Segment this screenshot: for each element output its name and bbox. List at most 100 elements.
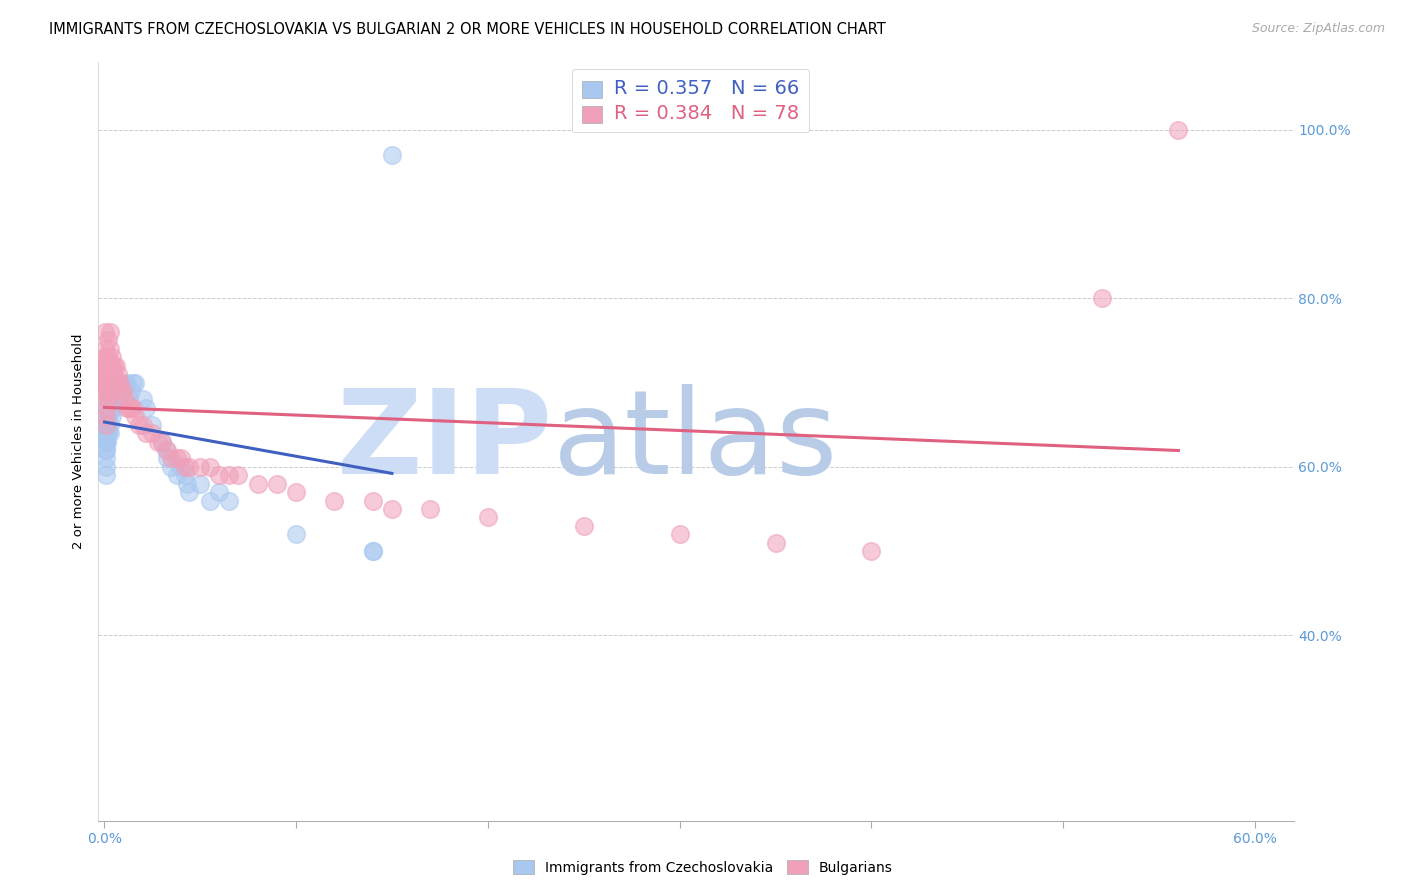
Point bbox=[122, 401, 145, 415]
Point bbox=[94, 426, 117, 441]
Point bbox=[97, 392, 120, 407]
Point bbox=[361, 493, 384, 508]
Point bbox=[170, 459, 193, 474]
Point bbox=[120, 384, 142, 398]
Point bbox=[96, 359, 118, 373]
Point bbox=[107, 367, 129, 381]
Point bbox=[94, 442, 117, 457]
Point bbox=[101, 367, 124, 381]
Point bbox=[228, 468, 250, 483]
Point bbox=[166, 468, 188, 483]
Point bbox=[94, 468, 117, 483]
Point bbox=[94, 376, 117, 390]
Y-axis label: 2 or more Vehicles in Household: 2 or more Vehicles in Household bbox=[72, 334, 86, 549]
Point bbox=[141, 426, 163, 441]
Point bbox=[668, 527, 690, 541]
Point bbox=[98, 325, 121, 339]
Point bbox=[98, 417, 121, 432]
Point bbox=[188, 476, 211, 491]
Point bbox=[104, 376, 127, 390]
Point bbox=[114, 376, 136, 390]
Point bbox=[323, 493, 346, 508]
Point bbox=[97, 384, 120, 398]
Point bbox=[97, 376, 120, 390]
Point bbox=[94, 417, 117, 432]
Point bbox=[94, 417, 117, 432]
Point bbox=[170, 451, 193, 466]
Point bbox=[98, 426, 121, 441]
Point bbox=[860, 544, 883, 558]
Point bbox=[93, 325, 115, 339]
Point bbox=[150, 434, 173, 449]
Point bbox=[94, 434, 117, 449]
Point bbox=[124, 409, 146, 424]
Point bbox=[208, 485, 231, 500]
Point bbox=[160, 451, 183, 466]
Point bbox=[177, 459, 200, 474]
Point bbox=[104, 376, 127, 390]
Point bbox=[285, 527, 308, 541]
Point bbox=[94, 426, 117, 441]
Point bbox=[96, 434, 118, 449]
Text: IMMIGRANTS FROM CZECHOSLOVAKIA VS BULGARIAN 2 OR MORE VEHICLES IN HOUSEHOLD CORR: IMMIGRANTS FROM CZECHOSLOVAKIA VS BULGAR… bbox=[49, 22, 886, 37]
Point bbox=[176, 476, 198, 491]
Point bbox=[118, 401, 141, 415]
Point bbox=[104, 384, 127, 398]
Point bbox=[115, 401, 138, 415]
Text: ZIP: ZIP bbox=[336, 384, 553, 499]
Point bbox=[218, 468, 240, 483]
Point bbox=[94, 459, 117, 474]
Point bbox=[150, 434, 173, 449]
Point bbox=[107, 392, 129, 407]
Point bbox=[96, 376, 118, 390]
Point bbox=[1167, 123, 1189, 137]
Point bbox=[166, 451, 188, 466]
Point bbox=[135, 401, 157, 415]
Point bbox=[131, 417, 153, 432]
Point bbox=[97, 426, 120, 441]
Point bbox=[381, 502, 404, 516]
Point bbox=[1091, 291, 1114, 305]
Point bbox=[198, 493, 221, 508]
Point bbox=[156, 442, 179, 457]
Point bbox=[94, 409, 117, 424]
Point bbox=[155, 442, 177, 457]
Point bbox=[94, 434, 117, 449]
Point bbox=[188, 459, 211, 474]
Point bbox=[173, 468, 195, 483]
Point bbox=[122, 376, 145, 390]
Point bbox=[101, 351, 124, 365]
Point bbox=[93, 401, 115, 415]
Point bbox=[285, 485, 308, 500]
Point bbox=[101, 392, 124, 407]
Point bbox=[97, 417, 120, 432]
Point bbox=[94, 376, 117, 390]
Point bbox=[94, 384, 117, 398]
Point bbox=[97, 376, 120, 390]
Point bbox=[94, 342, 117, 356]
Point bbox=[101, 359, 124, 373]
Point bbox=[107, 376, 129, 390]
Point bbox=[97, 409, 120, 424]
Point bbox=[104, 359, 127, 373]
Point bbox=[141, 417, 163, 432]
Text: Source: ZipAtlas.com: Source: ZipAtlas.com bbox=[1251, 22, 1385, 36]
Point bbox=[94, 451, 117, 466]
Point bbox=[103, 367, 125, 381]
Point bbox=[103, 384, 125, 398]
Point bbox=[98, 359, 121, 373]
Point bbox=[381, 148, 404, 162]
Point bbox=[97, 401, 120, 415]
Point bbox=[114, 392, 136, 407]
Point bbox=[135, 426, 157, 441]
Point bbox=[98, 401, 121, 415]
Point bbox=[97, 359, 120, 373]
Point bbox=[94, 409, 117, 424]
Point bbox=[128, 417, 150, 432]
Point bbox=[94, 359, 117, 373]
Point bbox=[94, 351, 117, 365]
Point bbox=[94, 401, 117, 415]
Point bbox=[97, 392, 120, 407]
Point bbox=[98, 392, 121, 407]
Point bbox=[97, 351, 120, 365]
